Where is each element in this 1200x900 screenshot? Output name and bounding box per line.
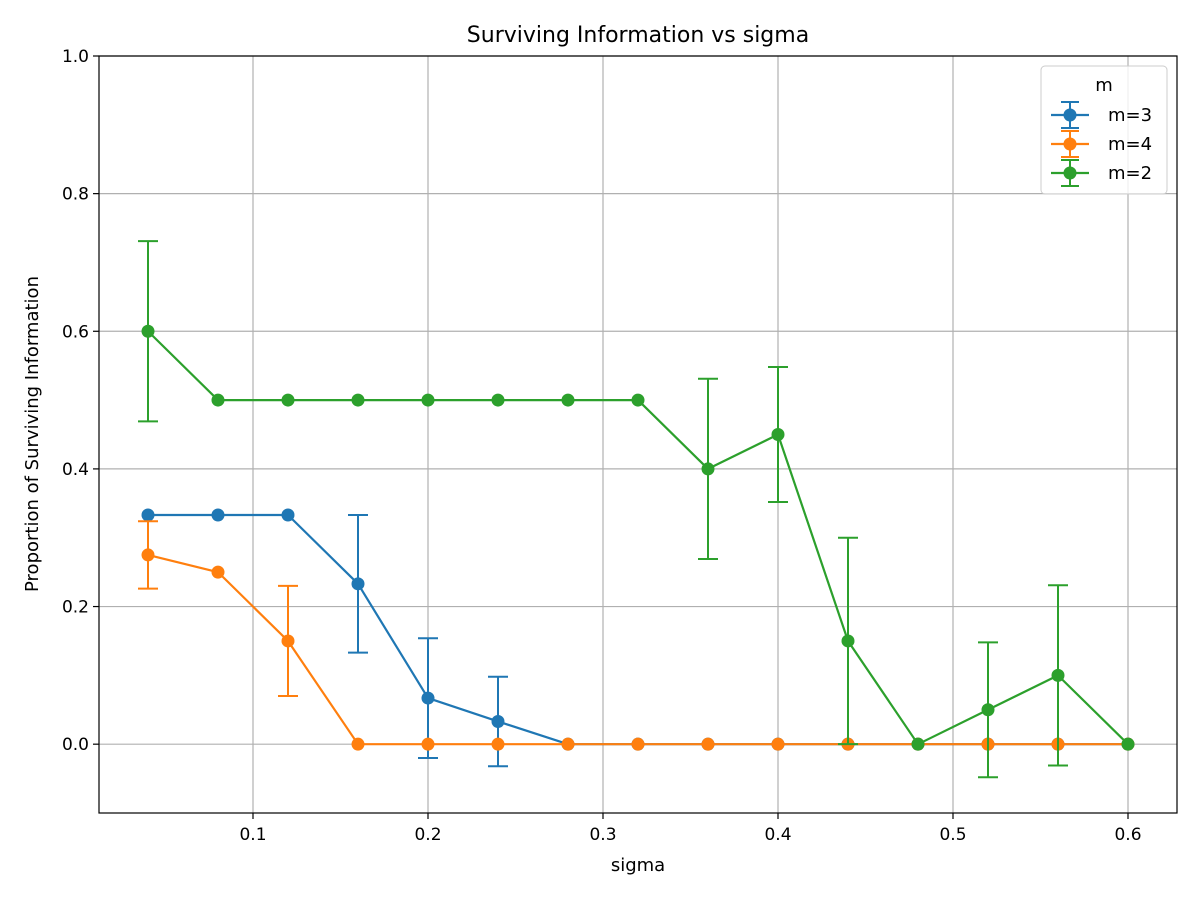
data-point [631, 737, 645, 751]
legend-title: m [1095, 75, 1113, 96]
legend-entry: m=3 [1051, 101, 1152, 129]
y-axis-label: Proportion of Surviving Information [22, 276, 43, 592]
data-point [141, 508, 155, 522]
data-point [841, 634, 855, 648]
x-tick-label: 0.3 [589, 825, 616, 845]
chart-title: Surviving Information vs sigma [467, 23, 809, 48]
legend-box [1040, 65, 1168, 195]
series-m=2 [138, 240, 1135, 779]
data-point [351, 737, 365, 751]
data-point [421, 691, 435, 705]
data-point [561, 393, 575, 407]
x-tick-label: 0.4 [764, 825, 791, 845]
data-point [281, 634, 295, 648]
legend-label: m=4 [1108, 134, 1152, 155]
data-point [351, 577, 365, 591]
data-point [981, 703, 995, 717]
y-tick-label: 0.0 [62, 735, 89, 755]
plot-frame [98, 55, 1178, 814]
data-point [141, 324, 155, 338]
x-axis-label: sigma [611, 855, 665, 876]
data-point [1051, 668, 1065, 682]
legend-entry: m=4 [1051, 130, 1152, 158]
grid [99, 55, 1177, 813]
legend-label: m=3 [1108, 105, 1152, 126]
ticks: 0.1 0.2 0.3 0.4 0.5 0.6 0.0 0.2 0.4 0.6 0.8 1.0 [62, 47, 1142, 845]
y-tick-label: 0.6 [62, 322, 89, 342]
x-tick-label: 0.6 [1114, 825, 1141, 845]
data-point [491, 737, 505, 751]
legend: m m=3 m=4 m=2 [1040, 65, 1168, 195]
series-layer [138, 240, 1135, 779]
data-point [211, 565, 225, 579]
data-point [351, 393, 365, 407]
data-point [771, 428, 785, 441]
y-tick-label: 0.4 [62, 460, 89, 480]
data-point [701, 462, 715, 476]
data-point [631, 393, 645, 407]
x-tick-label: 0.5 [939, 825, 966, 845]
legend-marker [1063, 137, 1077, 151]
x-tick-label: 0.1 [239, 825, 266, 845]
legend-entry: m=2 [1051, 159, 1152, 187]
data-point [421, 737, 435, 751]
data-point [211, 508, 225, 522]
data-point [281, 508, 295, 522]
y-tick-label: 0.2 [62, 598, 89, 618]
legend-marker [1063, 166, 1077, 180]
data-point [561, 737, 575, 751]
y-tick-label: 1.0 [62, 47, 89, 67]
data-point [421, 393, 435, 407]
data-point [771, 737, 785, 751]
data-point [701, 737, 715, 751]
data-point [1121, 737, 1135, 751]
data-point [281, 393, 295, 407]
legend-label: m=2 [1108, 163, 1152, 184]
y-tick-label: 0.8 [62, 185, 89, 205]
legend-marker [1063, 108, 1077, 122]
plot-area [99, 56, 1177, 813]
legend-entries: m=3 m=4 m=2 [1051, 101, 1152, 187]
data-point [491, 393, 505, 407]
data-point [911, 737, 925, 751]
data-point [211, 393, 225, 407]
data-point [491, 714, 505, 728]
data-point [141, 548, 155, 562]
x-tick-label: 0.2 [414, 825, 441, 845]
